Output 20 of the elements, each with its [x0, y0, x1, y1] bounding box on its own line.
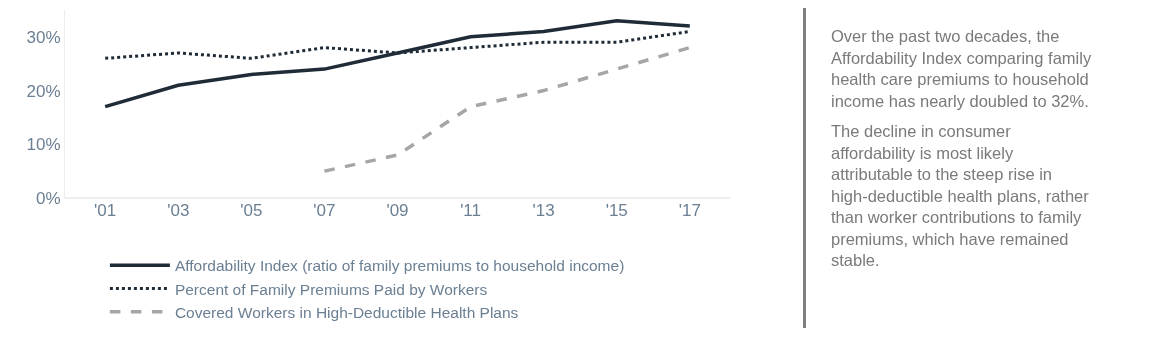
x-tick-label: '15 [605, 201, 628, 220]
y-tick-label: 10% [26, 135, 61, 155]
text: Over the past two decades, the Affordability Index comparing family health care premiums to household income has nearly doubled to 32%. [831, 26, 1093, 112]
x-tick-label: '11 [460, 201, 482, 220]
x-tick-label: '05 [240, 201, 263, 220]
y-tick-label: 20% [26, 81, 61, 101]
legend-label: Affordability Index (ratio of family premiums to household income) [174, 257, 625, 275]
x-tick-label: '09 [386, 201, 409, 220]
line-series [103, 18, 692, 109]
legend-label: Percent of Family Premiums Paid by Workers [174, 280, 488, 298]
text: The decline in consumer affordability is most likely attributable to the steep rise in high-deductible health plans, rather than worker contributions to family premiums, which have remained stable. [831, 121, 1090, 271]
x-tick-label: '07 [313, 201, 336, 220]
y-tick-label: 0% [36, 188, 61, 208]
legend-label: Covered Workers in High-Deductible Health Plans [174, 303, 519, 321]
y-tick-label: 30% [26, 27, 61, 47]
x-tick-label: '13 [532, 201, 555, 220]
line-series [322, 45, 692, 173]
x-tick-label: '17 [678, 201, 701, 220]
x-tick-label: '03 [167, 201, 190, 220]
x-tick-label: '01 [94, 201, 117, 220]
